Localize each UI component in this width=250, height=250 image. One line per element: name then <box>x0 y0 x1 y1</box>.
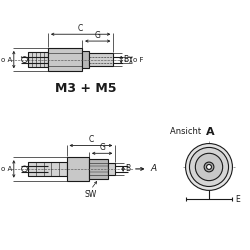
Circle shape <box>206 164 212 170</box>
Circle shape <box>204 162 214 172</box>
Polygon shape <box>89 159 108 179</box>
Circle shape <box>190 148 228 186</box>
Text: B: B <box>125 164 130 173</box>
Text: G: G <box>95 30 101 40</box>
Polygon shape <box>28 162 66 176</box>
Text: B: B <box>123 55 128 64</box>
Text: o F: o F <box>133 56 143 62</box>
Text: o A: o A <box>0 56 12 62</box>
Circle shape <box>195 153 223 181</box>
Circle shape <box>186 144 232 190</box>
Polygon shape <box>89 53 113 66</box>
Text: A: A <box>206 127 215 137</box>
Text: M3 + M5: M3 + M5 <box>55 82 116 96</box>
Text: C: C <box>78 24 83 33</box>
Text: SW: SW <box>85 190 97 200</box>
Polygon shape <box>28 52 48 67</box>
Polygon shape <box>108 163 115 175</box>
Text: Ansicht: Ansicht <box>170 127 204 136</box>
Text: E: E <box>235 195 240 204</box>
Polygon shape <box>82 51 89 68</box>
Text: G: G <box>99 143 105 152</box>
Polygon shape <box>66 157 89 181</box>
Text: C: C <box>88 135 94 144</box>
Text: o A: o A <box>0 166 12 172</box>
Text: A: A <box>150 164 156 173</box>
Polygon shape <box>48 48 82 71</box>
